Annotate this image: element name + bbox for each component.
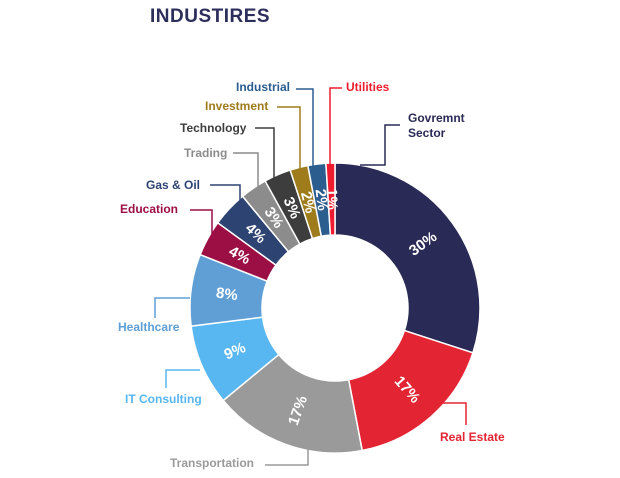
leader-line-govremnt-sector xyxy=(360,124,400,166)
slice-real-estate xyxy=(347,329,474,452)
category-label-investment: Investment xyxy=(205,99,268,113)
category-label-technology: Technology xyxy=(180,121,247,135)
percent-label-industrial: 2% xyxy=(312,188,332,212)
category-labels-group: Govremnt Sector Real Estate Transportation I… xyxy=(118,80,505,470)
leader-line-trading xyxy=(233,152,259,190)
leader-line-technology xyxy=(255,127,275,180)
leader-line-healthcare xyxy=(154,297,190,318)
category-label-gas-oil: Gas & Oil xyxy=(146,178,200,192)
slice-govremnt-sector xyxy=(334,162,481,354)
category-label-industrial: Industrial xyxy=(236,80,290,94)
leader-line-investment xyxy=(277,106,301,170)
category-label-healthcare: Healthcare xyxy=(118,320,180,334)
slice-transportation xyxy=(222,353,364,454)
category-label-education: Education xyxy=(120,202,178,216)
percent-label-investment: 2% xyxy=(297,190,319,215)
category-label-transportation: Transportation xyxy=(170,456,254,470)
chart-title: INDUSTIRES xyxy=(150,6,271,27)
percent-label-healthcare: 8% xyxy=(215,285,239,305)
category-label-it-consulting: IT Consulting xyxy=(125,392,202,406)
category-label-utilities: Utilities xyxy=(346,80,390,94)
leader-line-it-consulting xyxy=(165,369,200,388)
slices-group xyxy=(189,162,481,454)
leader-line-industrial xyxy=(296,88,314,166)
category-label-trading: Trading xyxy=(184,146,227,160)
leader-line-education xyxy=(190,209,213,244)
category-label-govremnt-sector: Govremnt Sector xyxy=(408,111,465,140)
leader-line-utilities xyxy=(329,87,342,166)
leader-line-transportation xyxy=(265,448,309,466)
category-label-real-estate: Real Estate xyxy=(440,430,505,444)
leader-line-real-estate xyxy=(415,402,467,425)
slice-utilities xyxy=(325,162,336,236)
leader-lines-group xyxy=(154,87,467,466)
leader-line-gas-oil xyxy=(210,184,241,214)
percent-label-utilities: 1% xyxy=(323,188,341,210)
